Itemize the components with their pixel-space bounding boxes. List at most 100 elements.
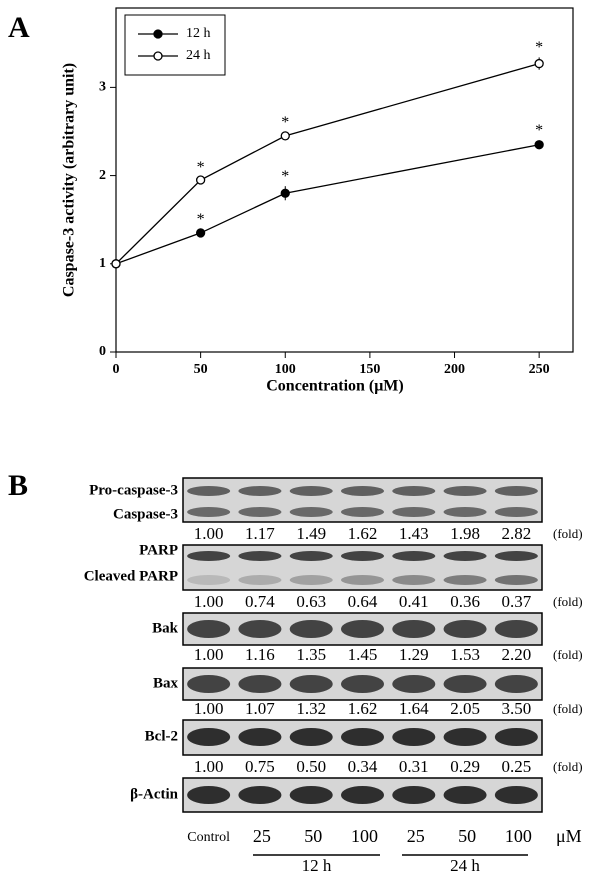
blot-band — [187, 728, 230, 746]
fold-value: 0.25 — [501, 757, 531, 776]
significance-mark: * — [197, 211, 205, 228]
blot-band — [341, 620, 384, 638]
x-tick-label: 200 — [444, 362, 465, 377]
blot-band — [290, 786, 333, 804]
row-label: Bax — [153, 675, 179, 691]
lane-label: 100 — [351, 826, 378, 846]
blot-band — [495, 486, 538, 496]
fold-value: 1.64 — [399, 699, 429, 718]
data-point — [197, 229, 205, 237]
row-label: PARP — [139, 542, 178, 558]
blot-band — [444, 575, 487, 585]
fold-value: 1.07 — [245, 699, 275, 718]
blot-band — [238, 728, 281, 746]
blot-band — [290, 728, 333, 746]
x-tick-label: 150 — [359, 362, 380, 377]
row-label: Caspase-3 — [113, 506, 178, 522]
legend-box — [125, 15, 225, 75]
fold-value: 2.05 — [450, 699, 480, 718]
fold-value: 1.29 — [399, 645, 429, 664]
fold-value: 0.37 — [501, 592, 531, 611]
data-point — [535, 141, 543, 149]
blot-band — [290, 486, 333, 496]
y-tick-label: 0 — [99, 344, 106, 359]
x-tick-label: 100 — [275, 362, 296, 377]
fold-unit: (fold) — [553, 701, 583, 716]
fold-value: 1.16 — [245, 645, 275, 664]
lane-label: 100 — [505, 826, 532, 846]
fold-value: 0.63 — [296, 592, 326, 611]
blot-band — [187, 486, 230, 496]
unit-label: μM — [556, 826, 582, 846]
blot-band — [444, 486, 487, 496]
panel-letter: B — [8, 469, 28, 502]
fold-value: 0.41 — [399, 592, 429, 611]
fold-value: 1.00 — [194, 757, 224, 776]
fold-value: 3.50 — [501, 699, 531, 718]
significance-mark: * — [281, 114, 289, 131]
fold-value: 1.00 — [194, 699, 224, 718]
significance-mark: * — [197, 159, 205, 176]
fold-value: 1.49 — [296, 524, 326, 543]
fold-value: 0.36 — [450, 592, 480, 611]
blot-band — [495, 675, 538, 693]
fold-value: 0.50 — [296, 757, 326, 776]
x-tick-label: 250 — [529, 362, 550, 377]
fold-value: 1.98 — [450, 524, 480, 543]
blot-band — [238, 675, 281, 693]
blot-band — [392, 486, 435, 496]
data-point — [535, 60, 543, 68]
fold-value: 0.74 — [245, 592, 275, 611]
fold-value: 1.17 — [245, 524, 275, 543]
fold-value: 0.75 — [245, 757, 275, 776]
series-line — [116, 64, 539, 264]
fold-unit: (fold) — [553, 594, 583, 609]
blot-band — [238, 551, 281, 561]
blot-band — [444, 728, 487, 746]
blot-band — [444, 507, 487, 517]
blot-band — [341, 728, 384, 746]
fold-value: 1.62 — [348, 524, 378, 543]
blot-band — [341, 551, 384, 561]
fold-value: 1.00 — [194, 592, 224, 611]
x-axis-label: Concentration (μM) — [266, 378, 403, 395]
blot-band — [495, 620, 538, 638]
fold-unit: (fold) — [553, 647, 583, 662]
blot-band — [187, 551, 230, 561]
row-label: Pro-caspase-3 — [89, 482, 178, 498]
blot-band — [392, 575, 435, 585]
blot-band — [238, 486, 281, 496]
data-point — [112, 260, 120, 268]
group-label: 24 h — [450, 856, 480, 875]
legend-label: 24 h — [186, 48, 211, 63]
y-tick-label: 2 — [99, 168, 106, 183]
blot-band — [290, 575, 333, 585]
group-label: 12 h — [302, 856, 332, 875]
y-tick-label: 1 — [99, 256, 106, 271]
row-label: Bcl-2 — [145, 728, 178, 744]
blot-band — [495, 786, 538, 804]
fold-value: 1.62 — [348, 699, 378, 718]
blot-band — [187, 675, 230, 693]
blot-band — [238, 620, 281, 638]
blot-band — [495, 551, 538, 561]
blot-band — [444, 620, 487, 638]
blot-band — [187, 575, 230, 585]
blot-band — [392, 507, 435, 517]
lane-label: Control — [187, 830, 230, 845]
blot-band — [444, 786, 487, 804]
blot-band — [444, 675, 487, 693]
blot-band — [238, 786, 281, 804]
blot-band — [341, 786, 384, 804]
row-label: Bak — [152, 620, 179, 636]
blot-band — [290, 507, 333, 517]
blot-band — [444, 551, 487, 561]
blot-band — [187, 786, 230, 804]
data-point — [281, 189, 289, 197]
blot-band — [341, 486, 384, 496]
blot-band — [290, 675, 333, 693]
data-point — [281, 132, 289, 140]
blot-band — [238, 575, 281, 585]
fold-value: 2.20 — [501, 645, 531, 664]
row-label: Cleaved PARP — [84, 568, 178, 584]
